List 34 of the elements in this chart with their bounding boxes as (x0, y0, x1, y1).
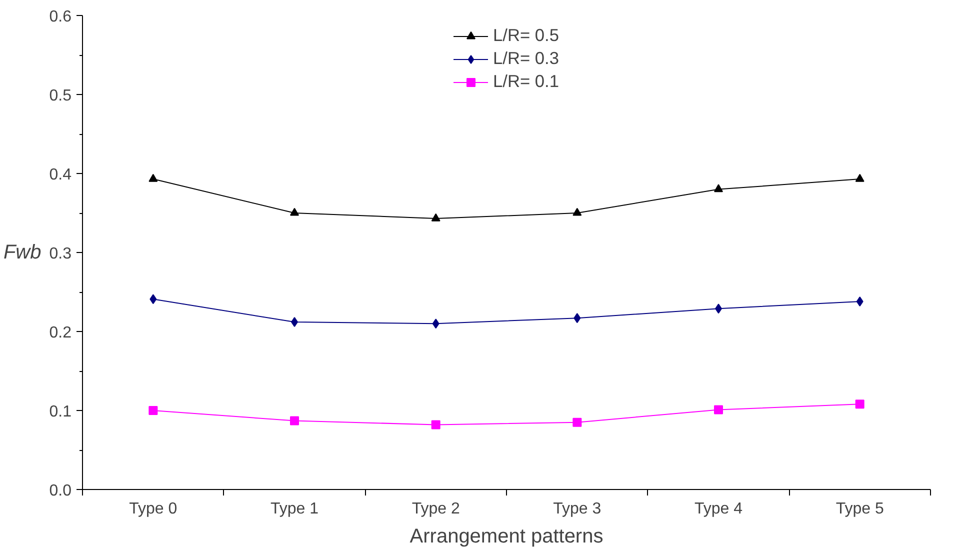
point (431, 420, 440, 430)
legend-label: L/R= 0.3 (493, 48, 559, 69)
y-tick-label: 0.0 (49, 482, 72, 500)
y-tick-label: 0.4 (49, 166, 72, 184)
point (572, 418, 582, 427)
y-axis-title: Fwb (3, 242, 42, 264)
point (855, 174, 864, 182)
point (148, 174, 158, 182)
point (290, 416, 299, 426)
y-tick-label: 0.2 (49, 324, 72, 342)
point (290, 208, 299, 216)
point (432, 318, 440, 329)
x-tick-label: Type 4 (694, 500, 743, 518)
x-tick-label: Type 3 (553, 500, 602, 518)
point (714, 184, 723, 192)
point (148, 406, 158, 415)
x-tick-label: Type 5 (836, 500, 884, 518)
legend-label: L/R= 0.1 (493, 71, 559, 92)
legend-label: L/R= 0.5 (493, 25, 559, 46)
y-tick-label: 0.3 (49, 246, 72, 262)
x-tick-label: Type 0 (129, 500, 178, 518)
point (574, 313, 581, 324)
point (856, 296, 864, 306)
x-tick-label: Type 2 (412, 500, 460, 518)
point (714, 405, 723, 414)
point (150, 294, 157, 304)
y-tick-label: 0.6 (49, 8, 72, 26)
point (855, 400, 864, 409)
point (572, 208, 582, 216)
point (431, 213, 440, 222)
y-tick-label: 0.1 (49, 404, 72, 420)
x-tick-label: Type 1 (270, 500, 319, 518)
x-axis-title: Arrangement patterns (410, 526, 604, 548)
y-tick-label: 0.5 (49, 88, 72, 104)
